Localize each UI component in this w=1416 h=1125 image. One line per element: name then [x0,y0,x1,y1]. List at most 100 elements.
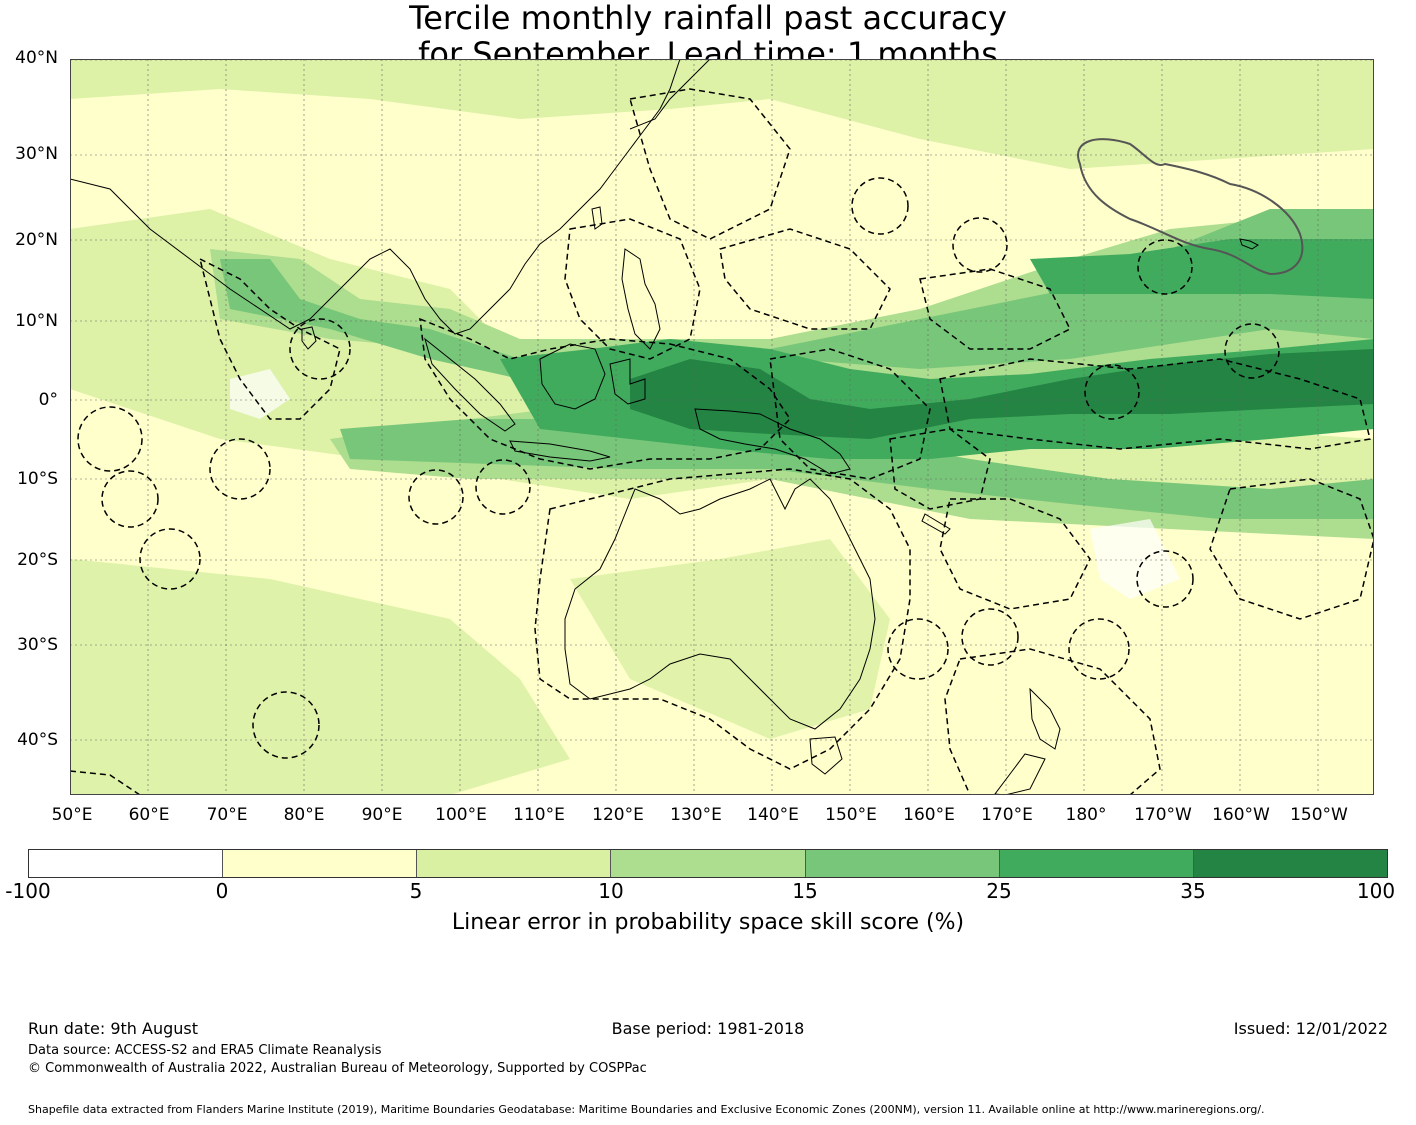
eez-micronesia [719,228,891,330]
lon-label: 160°E [903,805,955,825]
eez-christmas-island [408,469,464,525]
skill-field-negative [1090,519,1180,599]
colorbar-segment [417,850,612,877]
skill-field-15-25 [340,409,1374,519]
eez-lord-howe [887,618,949,680]
skill-field-15-25 [220,209,1374,379]
coastlines [70,59,1259,795]
lon-label: 120°E [592,805,644,825]
coastline-borneo [539,343,606,410]
colorbar [28,849,1388,878]
eez-mauritius [139,528,201,590]
eez-andaman [289,318,351,380]
colorbar-tick: 15 [792,879,818,903]
shapefile-credit: Shapefile data extracted from Flanders M… [28,1103,1265,1116]
skill-field-35-100 [630,349,1374,439]
coastline-sumatra [424,337,516,432]
lon-label: 180° [1065,805,1107,825]
coastline-new-zealand-north [1029,687,1061,750]
colorbar-tick: -100 [5,879,51,903]
colorbar-tick: 100 [1356,879,1396,903]
base-period: Base period: 1981-2018 [611,1019,805,1038]
eez-heard-island [252,691,320,759]
coastline-asia-mainland [70,59,681,335]
lat-label: 40°N [15,48,58,68]
lon-label: 50°E [51,805,93,825]
coastline-new-zealand-south [994,753,1046,795]
skill-field-25-35 [1030,239,1374,299]
eez-kiribati [939,358,1371,450]
eez-jarvis [1224,323,1280,379]
colorbar-label: Linear error in probability space skill … [451,910,965,935]
eez-wake-island [952,217,1008,273]
lon-label: 170°W [1134,805,1192,825]
eez-marshall [919,268,1072,350]
eez-japan [629,88,791,240]
coastline-australia [564,478,876,730]
coastline-new-caledonia [921,513,951,535]
colorbar-tick: 5 [409,879,423,903]
lon-label: 100°E [435,805,487,825]
eez-cook-islands [1136,550,1194,608]
coastline-new-guinea [694,408,851,475]
copyright: © Commonwealth of Australia 2022, Austra… [28,1061,647,1076]
eez-chagos [77,406,143,472]
eez-maldives-south [209,438,271,500]
eez-norfolk-island [961,608,1019,666]
data-source: Data source: ACCESS-S2 and ERA5 Climate … [28,1043,382,1058]
lat-label: 30°N [15,144,58,164]
eez-indonesia [419,317,791,470]
lat-label: 30°S [17,635,58,655]
lon-label: 90°E [361,805,403,825]
colorbar-segment [805,850,1000,877]
eez-marcus-island [851,177,909,235]
lon-label: 130°E [670,805,722,825]
lat-label: 10°N [15,311,58,331]
lon-label: 140°E [747,805,799,825]
skill-field-5-10 [70,559,570,795]
eez-french-polynesia [1209,478,1374,620]
region-outline-hawaii [1077,138,1304,276]
title-line-1: Tercile monthly rainfall past accuracy [409,0,1007,37]
colorbar-tick: 25 [986,879,1012,903]
coastline-japan [629,59,711,130]
run-date: Run date: 9th August [28,1019,198,1038]
eez-johnston-atoll [1137,239,1193,295]
lat-label: 20°N [15,230,58,250]
skill-map [70,59,1374,795]
skill-field-5-10 [70,59,1374,169]
lon-label: 110°E [513,805,565,825]
colorbar-segment [223,850,418,877]
colorbar-segment [1193,850,1387,877]
lat-label: 20°S [17,550,58,570]
lat-label: 10°S [17,469,58,489]
eez-howland-baker [1084,364,1140,420]
eez-cocos-island [475,459,531,515]
lat-label: 40°S [17,730,58,750]
skill-fields [70,59,1374,795]
lon-label: 150°W [1290,805,1348,825]
eez-png [769,348,931,480]
eez-kermadec [1068,618,1130,680]
coastline-tasmania [809,736,843,775]
coastline-sulawesi [609,358,646,405]
lon-label: 150°E [825,805,877,825]
eez-india [198,257,341,420]
chart-title: Tercile monthly rainfall past accuracy f… [0,0,1416,72]
lon-label: 80°E [283,805,325,825]
skill-field-negative [230,369,290,419]
coastline-hawaii [1239,238,1259,250]
lon-label: 160°W [1212,805,1270,825]
skill-field-5-10 [570,539,890,739]
lon-label: 70°E [206,805,248,825]
eez-philippines [564,218,701,360]
eez-fiji-vanuatu [939,498,1091,610]
colorbar-segment [29,850,224,877]
lon-label: 170°E [981,805,1033,825]
lat-label: 0° [38,390,58,410]
graticule [70,59,1374,795]
eez-boundaries [70,88,1374,795]
coastline-sri-lanka [301,326,317,350]
issued-date: Issued: 12/01/2022 [1233,1019,1388,1038]
eez-seychelles [101,470,159,528]
